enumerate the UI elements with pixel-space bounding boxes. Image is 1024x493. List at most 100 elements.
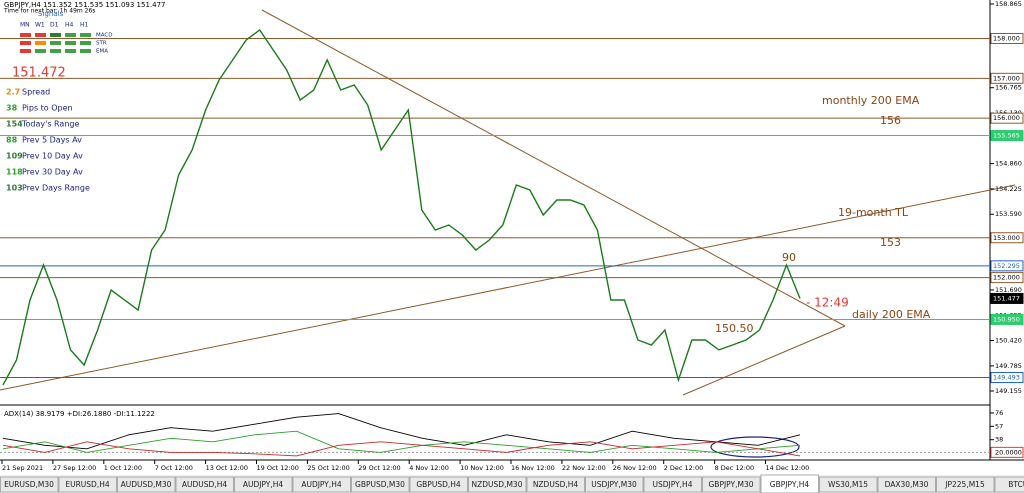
date-label: 16 Nov 12:00 [511, 464, 555, 472]
signal-cell [20, 49, 31, 53]
annotation: 156 [880, 114, 901, 127]
level-box [990, 232, 1024, 244]
stat-value: 38 [6, 104, 18, 113]
symbol-tab[interactable] [643, 476, 702, 493]
symbol-tab-label[interactable]: NZDUSD,M30 [472, 480, 523, 489]
symbol-tab-label[interactable]: JP225,M15 [944, 480, 985, 489]
symbol-tab-label[interactable]: EURUSD,H4 [65, 480, 109, 489]
date-label: 19 Oct 12:00 [257, 464, 299, 472]
symbol-tab[interactable] [760, 474, 819, 493]
symbol-tab-label[interactable]: USDJPY,H4 [653, 480, 693, 489]
signal-cell [65, 33, 76, 37]
symbol-tab-label[interactable]: GBPUSD,H4 [416, 480, 461, 489]
signal-cell [35, 49, 46, 53]
stat-value: 109 [6, 152, 23, 161]
symbol-tab-label[interactable]: GBPJPY,H4 [770, 480, 810, 489]
signal-timeframe: D1 [50, 22, 59, 29]
stat-label: Prev Days Range [22, 184, 90, 193]
symbol-tab[interactable] [292, 476, 351, 493]
level-box [990, 292, 1024, 304]
date-label: 10 Nov 12:00 [460, 464, 504, 472]
level-box [990, 260, 1024, 272]
date-label: 21 Sep 2021 [2, 464, 43, 472]
symbol-tab[interactable] [877, 476, 936, 493]
level-label: 151.477 [993, 294, 1020, 302]
signal-cell [65, 49, 76, 53]
symbol-tab[interactable] [468, 476, 527, 493]
symbol-tab-label[interactable]: USDJPY,M30 [591, 480, 637, 489]
adx-adx-line [2, 413, 801, 450]
signal-timeframe: MN [20, 22, 30, 29]
symbol-tab[interactable] [585, 476, 644, 493]
level-box [990, 72, 1024, 84]
price-tick-label: 154.225 [995, 185, 1022, 193]
symbol-tab-label[interactable]: AUDUSD,M30 [121, 480, 172, 489]
stat-label: Prev 10 Day Av [22, 152, 83, 161]
signal-name: MACD [96, 33, 113, 39]
annotation: 150.50 [715, 322, 754, 335]
price-tick-label: 153.590 [995, 210, 1022, 218]
symbol-tab-label[interactable]: BTCUSD [1008, 480, 1024, 489]
level-label: 152.295 [993, 262, 1020, 270]
date-label: 2 Dec 12:00 [664, 464, 704, 472]
level-box [990, 130, 1024, 142]
stat-label: Spread [22, 88, 50, 97]
signal-cell [50, 41, 61, 45]
symbol-tab-label[interactable]: EURUSD,M30 [4, 480, 54, 489]
stat-label: Today's Range [21, 120, 79, 129]
stat-label: Prev 5 Days Av [22, 136, 82, 145]
symbol-tab[interactable] [936, 476, 995, 493]
stat-value: 2.7 [6, 88, 20, 97]
symbol-tab-label[interactable]: AUDUSD,H4 [182, 480, 227, 489]
adx-tick-label: 38 [995, 436, 1003, 444]
symbol-tab[interactable] [175, 476, 234, 493]
signal-cell [35, 41, 46, 45]
symbol-tab[interactable] [0, 476, 59, 493]
annotation: 19-month TL [838, 206, 909, 219]
adx-highlight [710, 436, 800, 458]
price-tick-label: 150.420 [995, 337, 1022, 345]
symbol-tab-label[interactable]: WS30,M15 [828, 480, 868, 489]
adx-tick-label: 76 [995, 409, 1003, 417]
adx-level-box [990, 446, 1024, 458]
stat-value: 154 [6, 120, 23, 129]
level-box [990, 32, 1024, 44]
symbol-tab-label[interactable]: NZDUSD,H4 [533, 480, 579, 489]
price-tick-label: 149.785 [995, 362, 1022, 370]
adx-tick-label: 57 [995, 422, 1003, 430]
date-label: 25 Oct 12:00 [307, 464, 349, 472]
stat-label: Prev 30 Day Av [22, 168, 83, 177]
signal-cell [35, 33, 46, 37]
symbol-tab[interactable] [702, 476, 761, 493]
symbol-tab[interactable] [234, 476, 293, 493]
symbol-tab-label[interactable]: AUDJPY,H4 [301, 480, 342, 489]
symbol-tab-label[interactable]: GBPJPY,M30 [708, 480, 753, 489]
level-box [990, 112, 1024, 124]
signal-cell [80, 49, 91, 53]
symbol-tab[interactable] [526, 476, 585, 493]
descending-trendline [261, 9, 846, 327]
symbol-tab[interactable] [819, 476, 878, 493]
signal-cell [50, 33, 61, 37]
symbol-tab[interactable] [117, 476, 176, 493]
price-line [2, 29, 801, 386]
symbol-tab[interactable] [58, 476, 117, 493]
symbol-tab[interactable] [351, 476, 410, 493]
date-label: 1 Oct 12:00 [104, 464, 142, 472]
signals-title: Signals [38, 10, 64, 18]
symbol-tab[interactable] [409, 476, 468, 493]
annotation: 153 [880, 236, 901, 249]
symbol-tab-label[interactable]: GBPUSD,M30 [355, 480, 405, 489]
adx-label: ADX(14) 38.9179 +DI:26.1880 -DI:11.1222 [4, 410, 155, 418]
signal-name: STR [96, 41, 107, 47]
price-tick-label: 151.690 [995, 286, 1022, 294]
date-label: 8 Dec 12:00 [715, 464, 755, 472]
annotation: daily 200 EMA [852, 308, 931, 321]
signal-cell [20, 41, 31, 45]
level-box [990, 372, 1024, 384]
symbol-tab-label[interactable]: AUDJPY,H4 [243, 480, 284, 489]
symbol-tab-label[interactable]: DAX30,M30 [885, 480, 929, 489]
date-label: 14 Dec 12:00 [766, 464, 810, 472]
